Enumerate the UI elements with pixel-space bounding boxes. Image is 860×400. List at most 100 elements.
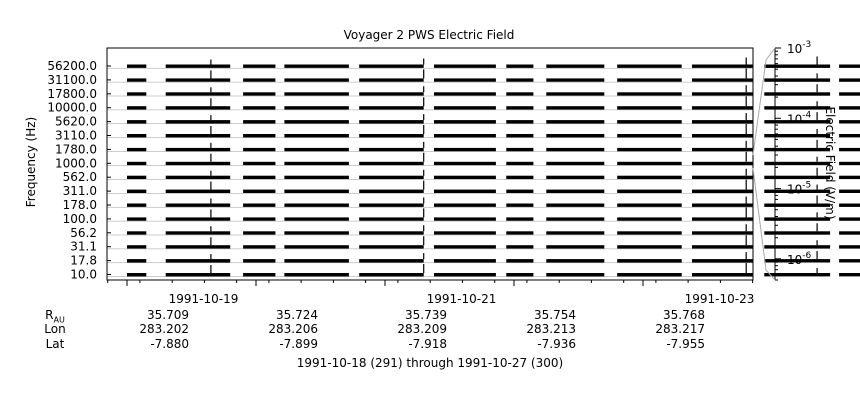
data-segment xyxy=(692,231,753,235)
data-segment xyxy=(506,161,534,166)
data-segment xyxy=(434,64,496,68)
data-segment xyxy=(165,231,231,235)
data-segment xyxy=(546,203,605,207)
colorbar-tick-label: 10-6 xyxy=(787,251,812,267)
data-segment xyxy=(434,189,496,193)
data-segment xyxy=(839,78,860,82)
channel-strip xyxy=(107,231,860,236)
r-value: 35.754 xyxy=(534,308,576,322)
data-segment xyxy=(243,64,276,68)
lon-label: Lon xyxy=(44,322,66,336)
data-segment xyxy=(127,161,147,166)
y-tick-label: 562.0 xyxy=(63,170,97,184)
data-segment xyxy=(546,273,605,277)
data-segment xyxy=(692,259,753,263)
channel-strip xyxy=(107,78,860,83)
data-segment xyxy=(243,231,276,235)
data-segment xyxy=(359,217,424,221)
data-segment xyxy=(165,134,231,138)
data-segment xyxy=(127,64,147,68)
data-segment xyxy=(692,189,753,193)
data-segment xyxy=(764,147,831,152)
data-segment xyxy=(434,147,496,152)
data-segment xyxy=(127,120,147,124)
data-segment xyxy=(359,189,424,193)
lon-value: 283.217 xyxy=(655,322,705,336)
data-segment xyxy=(284,64,349,68)
data-segment xyxy=(506,217,534,221)
data-segment xyxy=(839,106,860,110)
data-segment xyxy=(434,120,496,124)
data-segment xyxy=(506,231,534,235)
channel-strip xyxy=(107,175,860,180)
data-segment xyxy=(127,78,147,82)
data-segment xyxy=(434,231,496,235)
data-segment xyxy=(284,217,349,221)
data-segment xyxy=(617,78,682,82)
data-segment xyxy=(284,259,349,263)
x-tick-label: 1991-10-21 xyxy=(427,292,497,306)
data-segment xyxy=(692,217,753,221)
data-segment xyxy=(692,120,753,124)
y-tick-label: 17.8 xyxy=(70,254,97,268)
data-segment xyxy=(359,64,424,68)
time-range-footer: 1991-10-18 (291) through 1991-10-27 (300… xyxy=(296,356,564,370)
data-segment xyxy=(243,78,276,82)
lat-value: -7.936 xyxy=(537,337,576,351)
data-segment xyxy=(434,175,496,180)
data-segment xyxy=(546,106,605,110)
y-tick-label: 56.2 xyxy=(70,226,97,240)
y-tick-label: 3110.0 xyxy=(55,129,97,143)
data-segment xyxy=(692,134,753,138)
r-value: 35.709 xyxy=(147,308,189,322)
y-tick-label: 56200.0 xyxy=(47,59,97,73)
data-segment xyxy=(764,203,831,207)
data-segment xyxy=(127,231,147,235)
data-segment xyxy=(506,120,534,124)
x-tick-label: 1991-10-19 xyxy=(169,292,239,306)
channel-strip xyxy=(107,217,860,222)
data-segment xyxy=(284,78,349,82)
data-segment xyxy=(839,259,860,263)
data-segment xyxy=(692,64,753,68)
data-segment xyxy=(839,64,860,68)
y-tick-label: 31100.0 xyxy=(47,73,97,87)
data-segment xyxy=(243,217,276,221)
data-segment xyxy=(284,231,349,235)
channel-strip xyxy=(107,161,860,166)
data-segment xyxy=(506,203,534,207)
data-segment xyxy=(764,175,831,180)
data-segment xyxy=(764,64,831,68)
data-segment xyxy=(506,175,534,180)
x-tick-label: 1991-10-23 xyxy=(685,292,755,306)
data-segment xyxy=(284,161,349,166)
data-segment xyxy=(359,78,424,82)
data-segment xyxy=(617,120,682,124)
data-segment xyxy=(284,189,349,193)
data-segment xyxy=(165,273,231,277)
data-segment xyxy=(839,120,860,124)
data-segment xyxy=(764,273,831,277)
data-segment xyxy=(243,259,276,263)
data-segment xyxy=(839,245,860,249)
data-segment xyxy=(546,92,605,96)
lon-value: 283.213 xyxy=(526,322,576,336)
x-axis: 1991-10-191991-10-211991-10-231991-10-25… xyxy=(107,280,755,306)
channel-strip xyxy=(107,106,860,111)
data-segment xyxy=(546,120,605,124)
frequency-channels xyxy=(107,64,860,277)
data-segment xyxy=(359,273,424,277)
y-tick-label: 1000.0 xyxy=(55,156,97,170)
data-segment xyxy=(243,203,276,207)
chart-title: Voyager 2 PWS Electric Field xyxy=(344,28,515,42)
data-segment xyxy=(165,64,231,68)
data-segment xyxy=(506,78,534,82)
data-segment xyxy=(692,203,753,207)
data-segment xyxy=(165,175,231,180)
data-segment xyxy=(243,134,276,138)
data-segment xyxy=(839,189,860,193)
ephemeris-row-r: RAU 35.709 35.724 35.739 35.754 35.768 xyxy=(0,308,860,324)
lon-value: 283.209 xyxy=(397,322,447,336)
data-segment xyxy=(127,245,147,249)
